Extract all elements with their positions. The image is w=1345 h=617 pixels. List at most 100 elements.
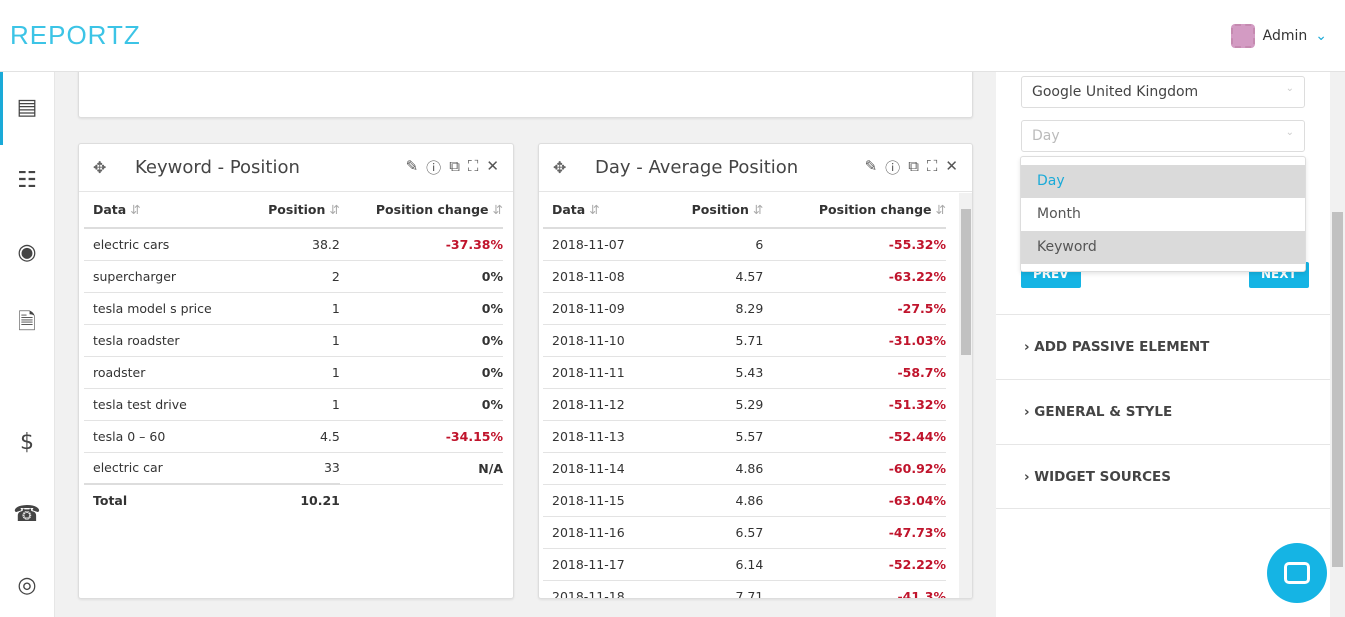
- billing-icon[interactable]: $: [20, 429, 34, 455]
- cell-position-change: -52.22%: [763, 548, 946, 581]
- logo: REPORTZ: [10, 20, 141, 50]
- cell-data: 2018-11-17: [543, 548, 661, 581]
- cell-position: 5.43: [660, 356, 764, 389]
- reports-icon[interactable]: ▤: [16, 94, 38, 120]
- cell-position-change: -58.7%: [763, 356, 946, 389]
- option-day[interactable]: Day: [1021, 165, 1305, 198]
- sliders-icon[interactable]: ☷: [17, 167, 37, 193]
- cell-data: roadster: [84, 356, 248, 389]
- chat-button[interactable]: [1267, 543, 1327, 603]
- move-icon[interactable]: ✥: [93, 158, 107, 177]
- table-row: 2018-11-07 6 -55.32%: [543, 228, 946, 261]
- cell-data: 2018-11-12: [543, 388, 661, 421]
- cell-position-change: -47.73%: [763, 516, 946, 549]
- cell-data: 2018-11-10: [543, 324, 661, 357]
- cell-position: 5.29: [660, 388, 764, 421]
- cell-data: 2018-11-08: [543, 260, 661, 293]
- expand-icon[interactable]: ⛶: [926, 157, 938, 175]
- copy-icon[interactable]: ⧉: [449, 157, 460, 175]
- table-row: tesla roadster 1 0%: [84, 324, 503, 357]
- cell-position: 4.57: [660, 260, 764, 293]
- cell-position: 2: [247, 260, 340, 293]
- sidebar: ▤ ☷ ◉ 🗎 $ ☎ ◎: [0, 72, 55, 617]
- table-row: 2018-11-09 8.29 -27.5%: [543, 292, 946, 325]
- col-position-change[interactable]: Position change ⇵: [339, 192, 503, 229]
- expand-icon[interactable]: ⛶: [467, 157, 479, 175]
- cell-position: 38.2: [247, 228, 340, 261]
- option-month[interactable]: Month: [1037, 206, 1081, 222]
- cell-data: tesla 0 – 60: [84, 420, 248, 453]
- cell-position: 6.14: [660, 548, 764, 581]
- cell-position: 4.5: [247, 420, 340, 453]
- widget-day-average-position: ✥ Day - Average Position ✎ ⓘ ⧉ ⛶ ✕ Data ⇵…: [538, 143, 973, 599]
- table-row: 2018-11-15 4.86 -63.04%: [543, 484, 946, 517]
- close-icon[interactable]: ✕: [945, 157, 958, 175]
- avatar: [1230, 24, 1255, 48]
- cell-data: 2018-11-18: [543, 580, 661, 598]
- info-icon[interactable]: ⓘ: [885, 159, 901, 177]
- table-row: 2018-11-14 4.86 -60.92%: [543, 452, 946, 485]
- table-row: 2018-11-16 6.57 -47.73%: [543, 516, 946, 549]
- cell-position-change: -52.44%: [763, 420, 946, 453]
- dimension-dropdown: Day Month Keyword: [1020, 156, 1306, 272]
- dimension-select[interactable]: Day ⌄: [1021, 120, 1305, 152]
- panel-scrollbar[interactable]: [1330, 72, 1345, 617]
- user-menu[interactable]: Admin ⌄: [1230, 24, 1327, 48]
- cell-position: 1: [247, 292, 340, 325]
- section-add-passive-element[interactable]: › ADD PASSIVE ELEMENT: [996, 314, 1330, 379]
- cell-position-change: -63.22%: [763, 260, 946, 293]
- cell-data: 2018-11-11: [543, 356, 661, 389]
- col-position[interactable]: Position ⇵: [660, 192, 764, 229]
- help-icon[interactable]: ◎: [17, 572, 37, 598]
- move-icon[interactable]: ✥: [553, 158, 567, 177]
- section-widget-sources[interactable]: › WIDGET SOURCES: [996, 444, 1330, 509]
- cell-position-change: N/A: [339, 452, 503, 485]
- cell-data: 2018-11-13: [543, 420, 661, 453]
- cell-data: supercharger: [84, 260, 248, 293]
- widget-title: Keyword - Position: [135, 157, 300, 178]
- cell-position-change: -34.15%: [339, 420, 503, 453]
- col-position-change[interactable]: Position change ⇵: [763, 192, 946, 229]
- table-row: tesla 0 – 60 4.5 -34.15%: [84, 420, 503, 453]
- edit-icon[interactable]: ✎: [864, 157, 878, 175]
- section-general-style[interactable]: › GENERAL & STYLE: [996, 379, 1330, 444]
- source-select[interactable]: Google United Kingdom ⌄: [1021, 76, 1305, 108]
- cell-data: 2018-11-09: [543, 292, 661, 325]
- widget-keyword-position: ✥ Keyword - Position ✎ ⓘ ⧉ ⛶ ✕ Data ⇵ Pos…: [78, 143, 514, 599]
- table-row: supercharger 2 0%: [84, 260, 503, 293]
- cell-position-change: -63.04%: [763, 484, 946, 517]
- col-data[interactable]: Data ⇵: [84, 192, 248, 229]
- copy-icon[interactable]: ⧉: [908, 157, 919, 175]
- info-icon[interactable]: ⓘ: [426, 159, 442, 177]
- table-row: 2018-11-13 5.57 -52.44%: [543, 420, 946, 453]
- pdf-icon[interactable]: 🗎: [18, 310, 36, 335]
- cell-data: 2018-11-07: [543, 228, 661, 261]
- cell-position-change: 0%: [339, 292, 503, 325]
- cell-position: 8.29: [660, 292, 764, 325]
- cell-position: 6: [660, 228, 764, 261]
- cell-position-change: -37.38%: [339, 228, 503, 261]
- settings-panel: Google United Kingdom ⌄ Day ⌄ PREV NEXT Da…: [996, 72, 1330, 617]
- cell-position: 4.86: [660, 484, 764, 517]
- edit-icon[interactable]: ✎: [405, 157, 419, 175]
- cell-position-change: -60.92%: [763, 452, 946, 485]
- total-label: Total: [84, 483, 248, 516]
- table-row: 2018-11-12 5.29 -51.32%: [543, 388, 946, 421]
- close-icon[interactable]: ✕: [486, 157, 499, 175]
- active-indicator: [0, 72, 3, 145]
- eye-icon[interactable]: ◉: [17, 239, 37, 265]
- total-row: Total 10.21: [84, 483, 503, 516]
- day-table: Data ⇵ Position ⇵ Position change ⇵ 2018-11…: [543, 192, 946, 598]
- col-data[interactable]: Data ⇵: [543, 192, 661, 229]
- cell-position: 7.71: [660, 580, 764, 598]
- option-keyword[interactable]: Keyword: [1021, 231, 1305, 264]
- cell-position-change: -55.32%: [763, 228, 946, 261]
- support-icon[interactable]: ☎: [13, 501, 41, 527]
- table-scrollbar[interactable]: [959, 193, 972, 598]
- cell-position: 6.57: [660, 516, 764, 549]
- table-row: electric cars 38.2 -37.38%: [84, 228, 503, 261]
- cell-position-change: -51.32%: [763, 388, 946, 421]
- cell-position-change: 0%: [339, 324, 503, 357]
- col-position[interactable]: Position ⇵: [247, 192, 340, 229]
- cell-position: 33: [247, 452, 340, 485]
